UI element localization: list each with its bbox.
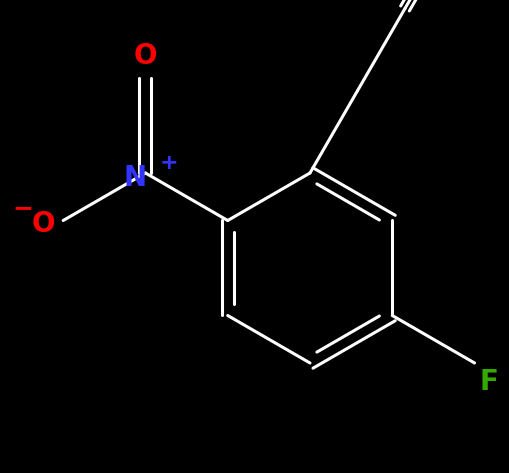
Text: N: N (124, 164, 147, 192)
Text: O: O (133, 42, 157, 70)
Text: −: − (12, 196, 33, 220)
Text: O: O (32, 210, 55, 237)
Text: +: + (159, 153, 178, 173)
Text: F: F (478, 368, 497, 396)
